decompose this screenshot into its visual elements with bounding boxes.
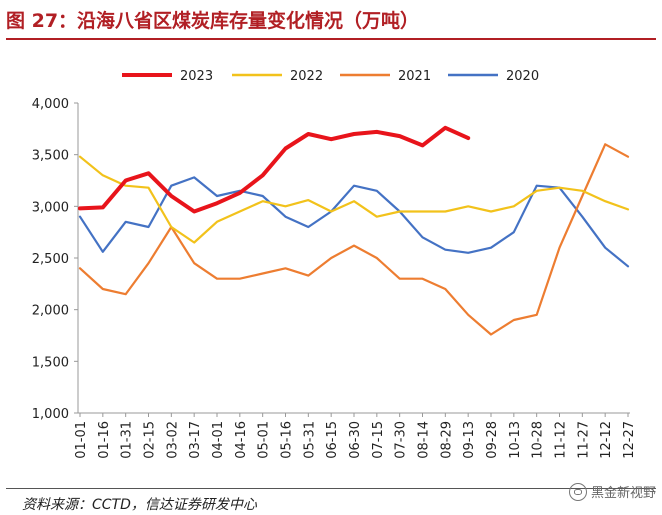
y-tick-label: 2,000: [32, 304, 69, 319]
figure-title: 图 27：沿海八省区煤炭库存量变化情况（万吨）: [6, 10, 420, 32]
legend-label-2020: 2020: [506, 69, 539, 84]
x-tick-label: 10-28: [531, 421, 546, 459]
x-tick-label: 04-16: [234, 421, 249, 459]
x-tick-label: 01-31: [120, 421, 135, 459]
legend-label-2023: 2023: [180, 69, 213, 84]
series-line-2023: [78, 125, 471, 214]
watermark-text: 黑金新视野: [590, 486, 656, 501]
y-tick-label: 3,500: [32, 149, 69, 164]
x-tick-label: 01-16: [97, 421, 112, 459]
series-line-2020: [78, 176, 630, 268]
x-tick-label: 11-12: [554, 421, 569, 459]
x-tick-label: 02-15: [143, 421, 158, 459]
y-tick-label: 4,000: [32, 97, 69, 112]
x-tick-label: 09-13: [462, 421, 477, 459]
x-tick-label: 06-30: [348, 421, 363, 459]
x-tick-label: 03-17: [188, 421, 203, 459]
x-tick-label: 04-01: [211, 421, 226, 459]
x-tick-label: 05-01: [257, 421, 272, 459]
x-tick-label: 06-15: [325, 421, 340, 459]
y-tick-label: 2,500: [32, 252, 69, 267]
x-tick-label: 05-31: [302, 421, 317, 459]
wechat-icon: [568, 482, 587, 501]
x-tick-label: 03-02: [165, 421, 180, 459]
legend-label-2021: 2021: [398, 69, 431, 84]
source-note: 资料来源：CCTD，信达证券研发中心: [22, 497, 257, 513]
x-tick-label: 05-16: [280, 421, 295, 459]
y-tick-label: 1,000: [32, 407, 69, 422]
x-tick-label: 11-27: [576, 421, 591, 459]
x-tick-label: 10-13: [508, 421, 523, 459]
series-line-2022: [78, 155, 630, 244]
x-tick-label: 08-14: [417, 421, 432, 459]
y-tick-label: 3,000: [32, 200, 69, 215]
x-tick-label: 12-27: [622, 421, 637, 459]
x-tick-label: 01-01: [74, 421, 89, 459]
x-tick-label: 08-29: [439, 421, 454, 459]
y-tick-label: 1,500: [32, 355, 69, 370]
x-tick-label: 12-12: [599, 421, 614, 459]
title-divider: [6, 38, 656, 40]
series-line-2021: [78, 143, 630, 336]
x-tick-label: 09-28: [485, 421, 500, 459]
watermark: 黑金新视野: [568, 482, 656, 501]
legend-label-2022: 2022: [290, 69, 323, 84]
x-tick-label: 07-30: [394, 421, 409, 459]
x-tick-label: 07-15: [371, 421, 386, 459]
footer-divider: [6, 488, 656, 489]
